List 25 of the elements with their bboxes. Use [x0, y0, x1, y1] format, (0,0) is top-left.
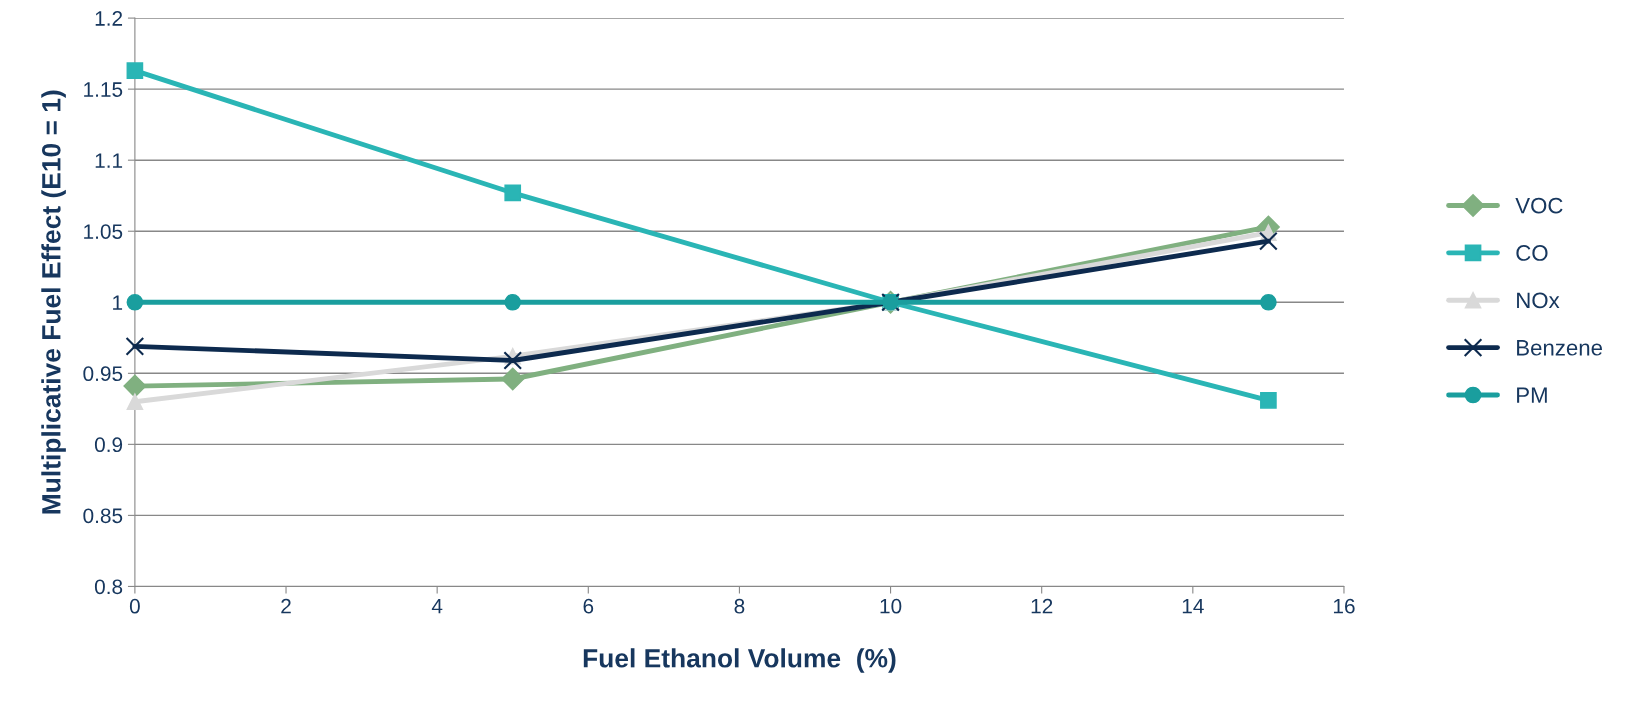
legend-label: NOx [1517, 292, 1560, 309]
y-tick-label: 1 [113, 295, 123, 310]
x-tick-label: 12 [1031, 598, 1053, 614]
legend-label: Benzene [1517, 340, 1603, 356]
x-tick-label: 14 [1182, 599, 1204, 614]
y-tick-label: 1.1 [95, 153, 123, 168]
legend-label: PM [1517, 387, 1547, 403]
x-axis-title: Fuel Ethanol Volume (%) [583, 648, 896, 673]
x-tick-label: 6 [583, 598, 594, 614]
y-axis-title: Multiplicative Fuel Effect (E10 = 1) [41, 90, 66, 514]
x-tick-label: 8 [734, 598, 745, 614]
y-tick-label: 0.85 [83, 508, 123, 524]
legend-label: VOC [1515, 197, 1563, 214]
y-tick-label: 0.95 [83, 366, 123, 382]
x-tick-label: 16 [1333, 598, 1355, 614]
y-tick-label: 0.9 [94, 437, 123, 453]
y-tick-label: 1.2 [95, 11, 123, 26]
y-tick-label: 1.05 [84, 224, 123, 239]
x-tick-label: 0 [129, 598, 140, 614]
y-tick-label: 0.8 [94, 579, 123, 595]
x-tick-label: 2 [281, 598, 291, 614]
x-tick-label: 10 [880, 598, 902, 614]
y-tick-label: 1.15 [84, 82, 123, 97]
legend-label: CO [1516, 245, 1548, 261]
x-tick-label: 4 [431, 599, 443, 614]
